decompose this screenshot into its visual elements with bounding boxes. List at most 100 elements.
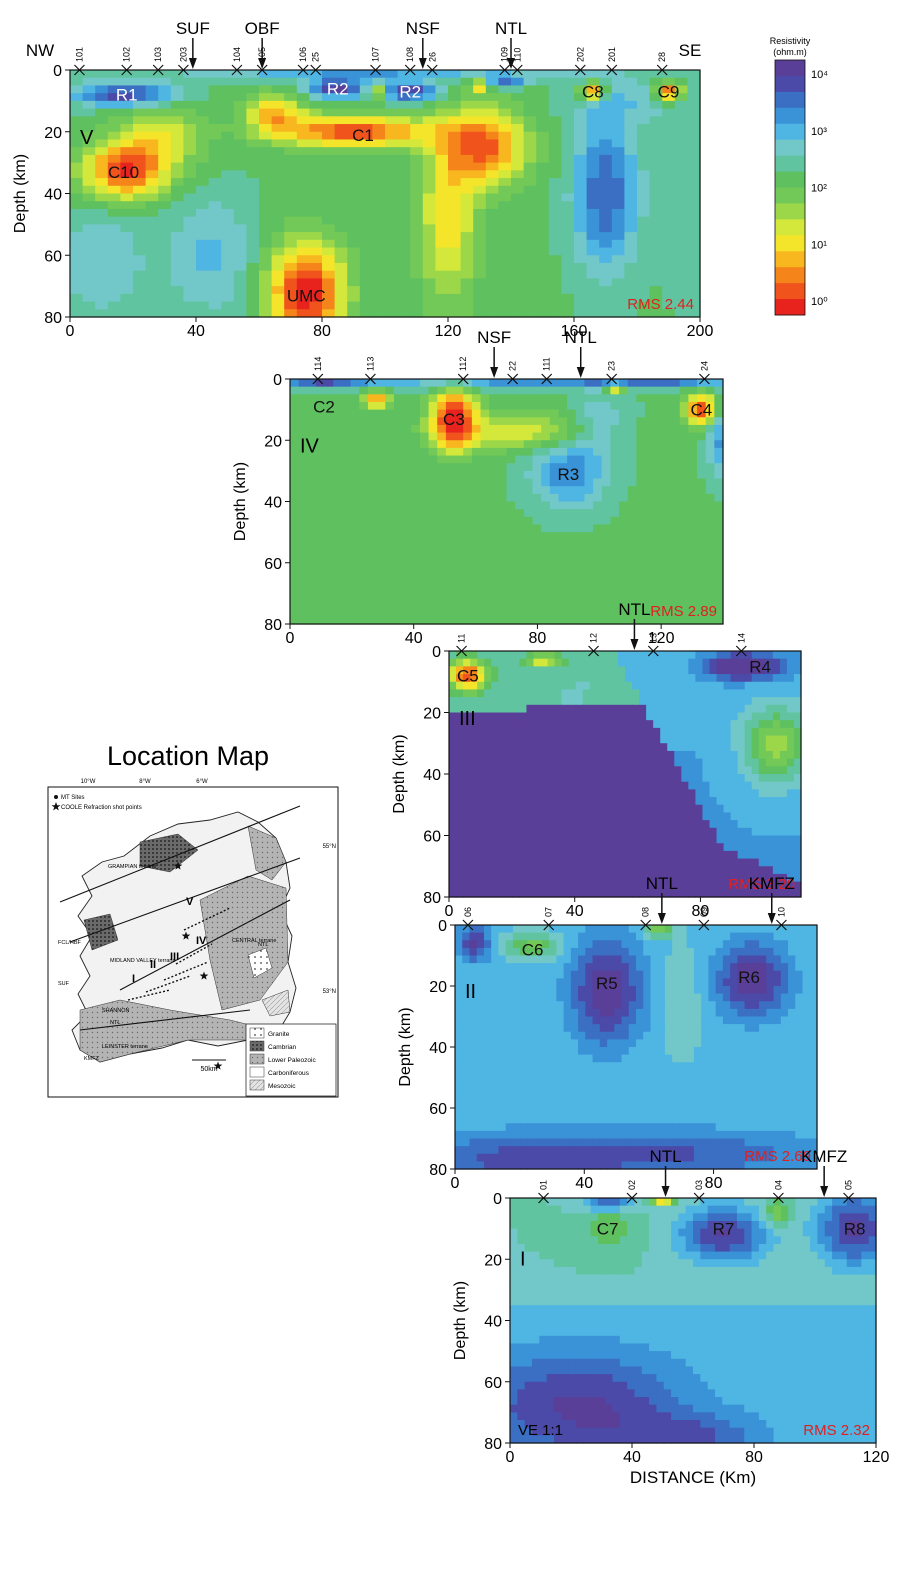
model-cell bbox=[519, 727, 528, 737]
model-cell bbox=[744, 651, 753, 660]
model-cell bbox=[322, 139, 336, 148]
anomaly-label: C4 bbox=[690, 401, 712, 420]
model-cell bbox=[679, 432, 689, 441]
model-cell bbox=[674, 154, 688, 164]
model-cell bbox=[758, 758, 767, 767]
model-cell bbox=[575, 478, 586, 487]
y-tick-label: 0 bbox=[273, 372, 282, 389]
model-cell bbox=[523, 70, 537, 79]
y-tick-label: 20 bbox=[44, 125, 62, 142]
model-cell bbox=[575, 539, 586, 549]
model-cell bbox=[730, 881, 739, 890]
model-cell bbox=[221, 301, 235, 310]
model-cell bbox=[568, 712, 577, 721]
model-cell bbox=[359, 139, 373, 148]
site-label: 107 bbox=[371, 47, 381, 62]
model-cell bbox=[505, 704, 513, 714]
model-cell bbox=[307, 486, 317, 495]
model-cell bbox=[333, 539, 343, 549]
model-cell bbox=[334, 224, 348, 233]
model-cell bbox=[333, 524, 343, 533]
model-cell bbox=[463, 570, 473, 579]
model-cell bbox=[603, 651, 612, 660]
model-cell bbox=[599, 239, 613, 249]
model-cell bbox=[532, 455, 542, 464]
model-cell bbox=[582, 720, 591, 729]
model-cell bbox=[758, 850, 767, 860]
model-cell bbox=[646, 681, 654, 691]
model-cell bbox=[584, 570, 594, 579]
model-cell bbox=[470, 858, 478, 867]
model-cell bbox=[681, 720, 689, 729]
model-cell bbox=[547, 789, 556, 798]
site-marker bbox=[74, 64, 85, 76]
model-cell bbox=[567, 417, 577, 426]
model-cell bbox=[568, 735, 577, 744]
fault-arrow-head bbox=[630, 639, 639, 650]
model-cell bbox=[751, 727, 760, 737]
model-cell bbox=[350, 608, 360, 617]
model-cell bbox=[491, 881, 499, 890]
model-cell bbox=[385, 309, 399, 318]
model-cell bbox=[512, 925, 521, 934]
model-cell bbox=[567, 601, 577, 610]
model-cell bbox=[333, 616, 343, 625]
model-cell bbox=[730, 758, 739, 767]
model-cell bbox=[359, 262, 373, 272]
model-cell bbox=[548, 286, 562, 295]
model-cell bbox=[624, 193, 638, 202]
model-cell bbox=[714, 547, 724, 556]
model-cell bbox=[437, 608, 447, 617]
site-label: 106 bbox=[298, 47, 308, 62]
model-cell bbox=[402, 562, 412, 572]
model-cell bbox=[716, 766, 725, 775]
site-label: 108 bbox=[405, 47, 415, 62]
model-cell bbox=[95, 255, 109, 264]
model-cell bbox=[491, 858, 499, 867]
model-cell bbox=[284, 208, 298, 218]
model-cell bbox=[498, 309, 512, 318]
model-cell bbox=[95, 224, 109, 233]
model-cell bbox=[445, 616, 456, 625]
model-cell bbox=[619, 447, 629, 457]
model-cell bbox=[402, 379, 412, 388]
model-cell bbox=[437, 562, 447, 572]
model-cell bbox=[649, 185, 663, 195]
model-cell bbox=[744, 873, 753, 883]
model-cell bbox=[716, 681, 725, 691]
model-cell bbox=[519, 697, 528, 706]
model-cell bbox=[681, 835, 689, 844]
model-cell bbox=[662, 85, 676, 94]
model-cell bbox=[541, 417, 551, 426]
model-cell bbox=[567, 493, 577, 503]
model-cell bbox=[484, 704, 492, 714]
model-cell bbox=[765, 766, 774, 775]
model-cell bbox=[477, 789, 485, 798]
model-cell bbox=[561, 866, 570, 875]
model-cell bbox=[558, 547, 568, 556]
model-cell bbox=[716, 697, 725, 706]
site-marker bbox=[312, 373, 324, 385]
model-cell bbox=[454, 432, 464, 441]
model-cell bbox=[359, 247, 373, 256]
model-cell bbox=[610, 424, 620, 434]
model-cell bbox=[586, 85, 600, 94]
model-cell bbox=[662, 478, 672, 487]
model-cell bbox=[158, 224, 172, 233]
model-cell bbox=[548, 255, 562, 264]
model-cell bbox=[610, 827, 619, 837]
model-cell bbox=[697, 601, 707, 610]
model-cell bbox=[526, 797, 535, 806]
model-cell bbox=[95, 309, 109, 318]
model-cell bbox=[145, 77, 159, 87]
site-marker bbox=[499, 64, 511, 76]
model-cell bbox=[687, 100, 701, 110]
model-cell bbox=[463, 689, 471, 698]
model-cell bbox=[582, 804, 591, 814]
model-cell bbox=[793, 658, 802, 667]
model-cell bbox=[627, 539, 637, 549]
model-cell bbox=[334, 77, 348, 87]
model-cell bbox=[674, 270, 688, 280]
model-cell bbox=[584, 524, 594, 533]
model-cell bbox=[82, 116, 96, 125]
